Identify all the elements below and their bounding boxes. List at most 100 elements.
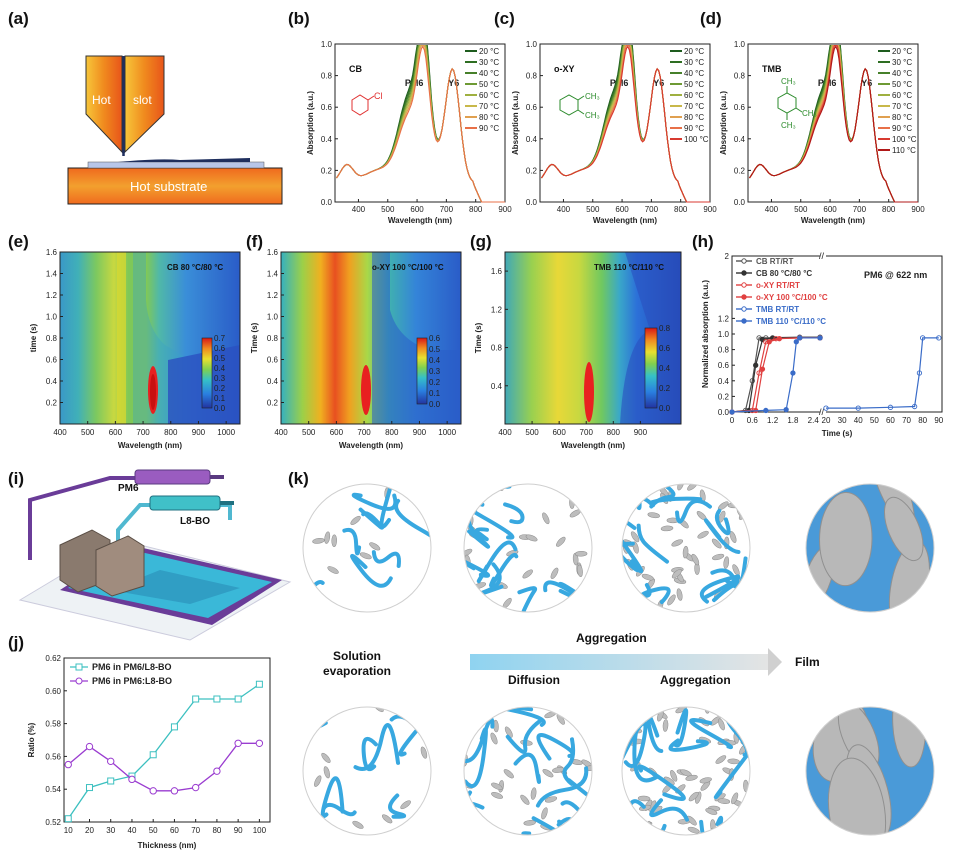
- colorbar-tick-label: 0.4: [659, 364, 671, 373]
- legend-marker: [741, 282, 747, 288]
- y-tick-label: 1.6: [267, 248, 279, 257]
- legend-entry: 100 °C: [892, 135, 917, 144]
- x-tick-label: 40: [128, 826, 137, 835]
- svg-text:CH₃: CH₃: [781, 77, 796, 86]
- ratio-point: [170, 723, 178, 731]
- ratio-point: [149, 751, 157, 759]
- x-tick-label: 40: [854, 416, 863, 425]
- kinetic-point: [729, 409, 735, 415]
- panel-e: (e) CB 80 °C/80 °C: [8, 232, 241, 425]
- process-arrow-head: [768, 648, 782, 676]
- x-tick-label: 1.2: [767, 416, 779, 425]
- x-tick-label: 600: [410, 205, 424, 214]
- legend-entry: PM6 in PM6:L8-BO: [92, 676, 172, 686]
- x-tick-label: 900: [703, 205, 717, 214]
- legend-entry: 50 °C: [892, 80, 912, 89]
- legend-marker: [741, 318, 747, 324]
- legend-entry: 90 °C: [892, 124, 912, 133]
- kinetic-point: [823, 405, 829, 411]
- kinetic-point: [793, 339, 799, 345]
- panel-label-h: (h): [692, 232, 714, 251]
- y-tick-label: 0.8: [526, 72, 538, 81]
- x-tick-label: 90: [934, 416, 943, 425]
- panel-label-k: (k): [288, 469, 309, 488]
- y-tick-label: 0.2: [734, 166, 746, 175]
- x-tick-label: 600: [552, 428, 566, 437]
- substrate-film: [87, 161, 265, 169]
- morphology-outline: [621, 483, 751, 613]
- ratio-point: [85, 784, 93, 792]
- x-tick-label: 50: [149, 826, 158, 835]
- ratio-point: [213, 695, 221, 703]
- x-tick-label: 400: [765, 205, 779, 214]
- x-tick-label: 1000: [438, 428, 456, 437]
- aggregation-top-label: Aggregation: [576, 631, 647, 645]
- coater-head-right: [95, 535, 145, 597]
- colorbar-tick-label: 0.0: [214, 404, 226, 413]
- ratio-point: [191, 783, 200, 792]
- y-tick-label: 1.0: [526, 40, 538, 49]
- x-tick-label: 100: [253, 826, 267, 835]
- x-tick-label: 600: [823, 205, 837, 214]
- y-axis-label: Ratio (%): [27, 722, 36, 757]
- morphology-outline: [805, 706, 935, 836]
- x-tick-label: 500: [81, 428, 95, 437]
- kinetic-point: [817, 335, 823, 341]
- y-tick-label: 0.6: [734, 103, 746, 112]
- y-tick-label: 0.60: [45, 687, 61, 696]
- panel-g: (g) TMB 110 °C/110 °C: [470, 232, 682, 425]
- panel-a: (a) Hot slot Hot substrate: [8, 9, 283, 205]
- x-tick-label: 0: [730, 416, 735, 425]
- x-tick-label: 80: [918, 416, 927, 425]
- panel-k: (k) Solution evaporation Aggregation Dif…: [288, 469, 935, 836]
- legend-entry: 30 °C: [684, 58, 704, 67]
- y-tick-label: 0.8: [491, 344, 503, 353]
- colorbar-tick-label: 0.6: [214, 344, 226, 353]
- y-tick-label: 0.6: [321, 103, 333, 112]
- y-tick-label: 0.2: [321, 166, 333, 175]
- colorbar-e: [201, 337, 213, 409]
- legend-entry: 70 °C: [892, 102, 912, 111]
- x-tick-label: 500: [794, 205, 808, 214]
- x-axis-label: Wavelength (nm): [339, 441, 403, 450]
- legend-entry: 20 °C: [479, 47, 499, 56]
- kinetic-point: [763, 407, 769, 414]
- y-tick-label: 0.52: [45, 818, 61, 827]
- x-tick-label: 1000: [217, 428, 235, 437]
- y-tick-label: 1.6: [46, 248, 58, 257]
- x-tick-label: 30: [106, 826, 115, 835]
- legend-entry: 20 °C: [892, 47, 912, 56]
- trimethylbenzene-structure: CH₃ CH₃ CH₃: [777, 77, 817, 130]
- legend-entry: 30 °C: [892, 58, 912, 67]
- colorbar-tick-label: 0.6: [429, 334, 441, 343]
- legend-entry: 60 °C: [479, 91, 499, 100]
- y-tick-label: 0.6: [267, 356, 279, 365]
- kinetic-point: [783, 407, 789, 413]
- legend-entry: 60 °C: [684, 91, 704, 100]
- panel-i: (i) PM6 L8-BO: [8, 469, 292, 641]
- spectrum-line: [541, 45, 710, 203]
- x-tick-label: 20: [822, 416, 831, 425]
- axis-break-top: [820, 252, 826, 260]
- svg-text:CH₃: CH₃: [781, 121, 796, 130]
- x-tick-label: 400: [53, 428, 67, 437]
- x-tick-label: 400: [352, 205, 366, 214]
- spectrum-line: [749, 45, 918, 203]
- x-axis-label: Wavelength (nm): [801, 216, 865, 225]
- x-tick-label: 800: [469, 205, 483, 214]
- y-tick-label: 1.2: [46, 291, 58, 300]
- y-tick-label: 1.2: [718, 314, 730, 323]
- y-tick-label: 0.56: [45, 752, 61, 761]
- chlorobenzene-structure: Cl: [351, 91, 383, 116]
- kinetic-line: [731, 337, 820, 413]
- y-tick-label: 1.4: [267, 270, 279, 279]
- legend-entry: 100 °C: [684, 135, 709, 144]
- morphology-outline: [805, 483, 935, 613]
- x-tick-label: 70: [191, 826, 200, 835]
- plot-frame-d: [747, 43, 919, 203]
- legend-entry: 80 °C: [479, 113, 499, 122]
- x-tick-label: 60: [886, 416, 895, 425]
- y-tick-label: 0.54: [45, 785, 61, 794]
- legend-marker: [741, 294, 747, 300]
- kinetic-point: [749, 378, 755, 384]
